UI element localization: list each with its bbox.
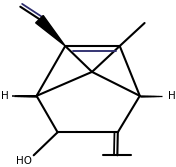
Text: HO: HO bbox=[16, 156, 32, 166]
Text: H: H bbox=[168, 91, 175, 101]
Polygon shape bbox=[36, 16, 65, 46]
Text: H: H bbox=[1, 91, 9, 101]
